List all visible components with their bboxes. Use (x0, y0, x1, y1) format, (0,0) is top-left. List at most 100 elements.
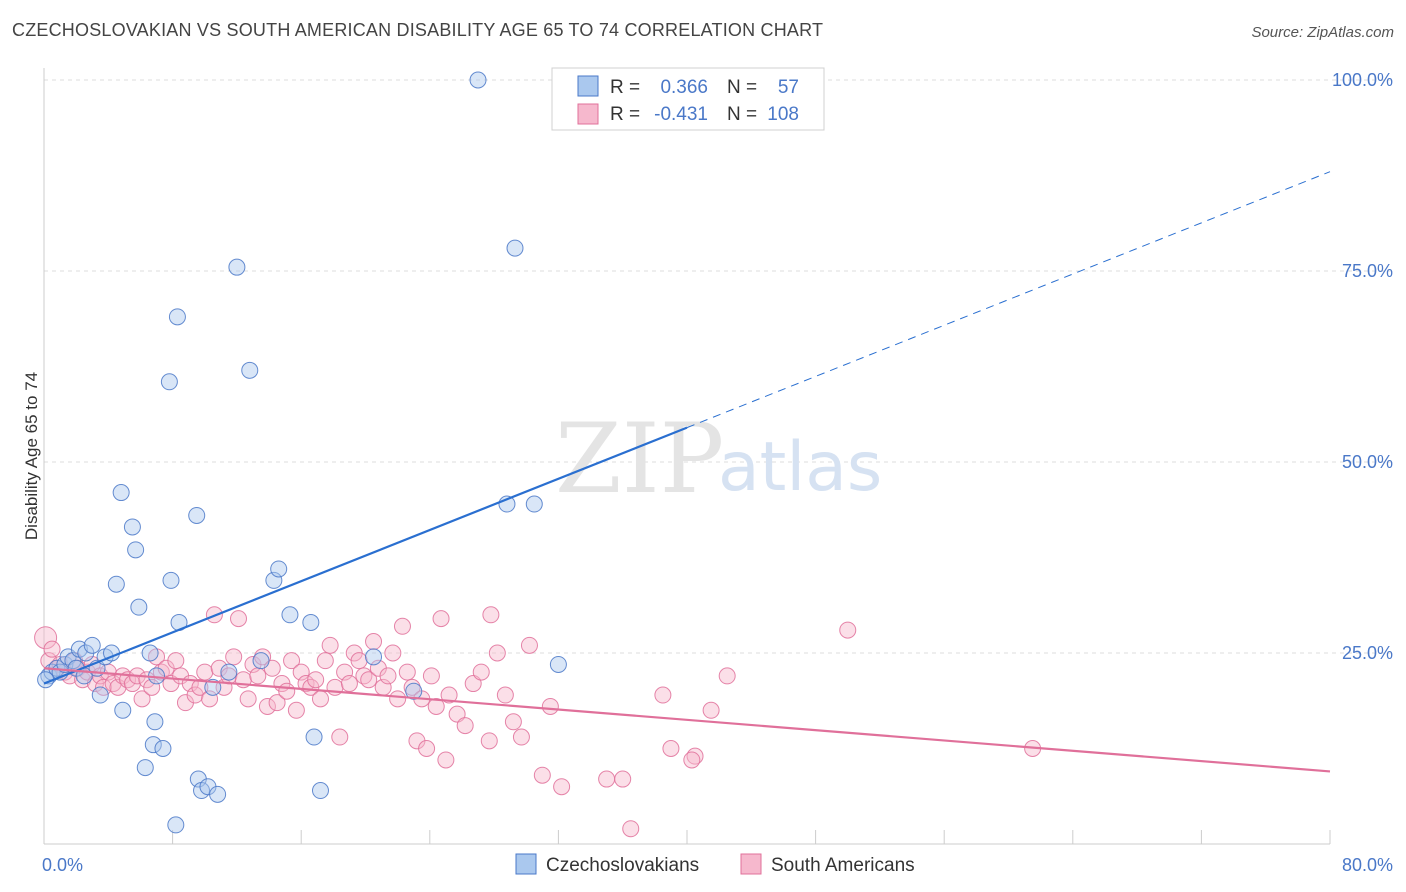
legend-r-label-1: R = (610, 77, 640, 98)
bottom-legend: Czechoslovakians South Americans (515, 853, 915, 876)
czech-point-33 (188, 506, 206, 524)
czech-point-55 (549, 655, 567, 673)
southam-point-70 (365, 633, 383, 651)
trend-lines (43, 171, 1331, 773)
y-tick-label-1: 50.0% (1342, 452, 1393, 472)
grid-lines (44, 79, 1392, 654)
southam-point-74 (384, 644, 402, 662)
southam-point-52 (278, 682, 296, 700)
southam-point-93 (504, 713, 522, 731)
legend-r-value-2: -0.431 (654, 104, 708, 125)
czech-point-19 (123, 518, 141, 536)
southam-point-81 (418, 740, 436, 757)
southam-point-67 (350, 652, 368, 670)
bottom-legend-czechoslovakians: Czechoslovakians (546, 855, 699, 876)
southam-point-99 (598, 770, 616, 788)
czech-point-44 (270, 560, 288, 578)
czech-point-51 (469, 71, 487, 89)
czech-point-23 (141, 644, 159, 662)
chart-title: CZECHOSLOVAKIAN VS SOUTH AMERICAN DISABI… (12, 20, 824, 40)
southam-point-110 (482, 606, 500, 624)
southam-point-91 (488, 644, 506, 662)
southam-point-42 (230, 610, 248, 628)
y-tick-label-2: 75.0% (1342, 261, 1393, 281)
czech-point-20 (127, 541, 145, 559)
southam-point-102 (654, 686, 672, 704)
southam-point-101 (622, 820, 640, 838)
czech-point-27 (154, 740, 172, 757)
southam-point-100 (614, 770, 632, 788)
bottom-legend-swatch-blue (515, 853, 537, 875)
southam-point-95 (520, 636, 538, 654)
watermark: ZIP atlas (555, 403, 882, 515)
southam-point-90 (480, 732, 498, 750)
southam-point-83 (427, 697, 445, 715)
czech-point-28 (160, 373, 178, 391)
trend-line-czechoslovakians (43, 426, 688, 685)
southam-point-46 (249, 667, 267, 685)
southam-point-44 (239, 690, 257, 708)
southam-point-54 (287, 701, 305, 719)
southam-point-76 (393, 617, 411, 635)
czech-point-29 (162, 571, 180, 589)
czech-point-50 (405, 682, 423, 700)
series-czechoslovakians (37, 71, 567, 834)
czech-point-49 (365, 648, 383, 666)
bottom-legend-swatch-pink (740, 853, 762, 875)
southam-point-29 (167, 652, 185, 670)
czech-point-31 (168, 308, 186, 326)
legend-r-label-2: R = (610, 104, 640, 125)
southam-point-98 (553, 778, 571, 796)
southam-point-92 (496, 686, 514, 704)
southam-point-85 (440, 686, 458, 704)
czech-point-41 (241, 361, 259, 379)
x-tick-label-1: 80.0% (1342, 855, 1393, 875)
legend-n-label-1: N = (727, 77, 757, 98)
southam-point-63 (331, 728, 349, 746)
southam-point-53 (283, 652, 301, 670)
southam-point-77 (398, 663, 416, 681)
series-south-americans (34, 606, 1042, 838)
trend-line-czechoslovakians-extension (686, 171, 1331, 429)
legend-n-value-1: 57 (778, 77, 799, 98)
czech-point-38 (209, 785, 227, 803)
southam-point-87 (456, 717, 474, 735)
czech-point-53 (506, 239, 524, 257)
czech-point-42 (252, 652, 270, 670)
czech-point-37 (204, 678, 222, 696)
czech-point-46 (302, 613, 320, 631)
southam-point-105 (702, 701, 720, 719)
watermark-zip: ZIP (555, 403, 724, 515)
southam-point-59 (311, 690, 329, 708)
southam-point-82 (422, 667, 440, 685)
czech-point-40 (228, 258, 246, 276)
southam-point-73 (379, 667, 397, 685)
southam-point-89 (472, 663, 490, 681)
czech-point-11 (83, 636, 101, 654)
y-axis-label: Disability Age 65 to 74 (22, 372, 41, 540)
southam-point-36 (201, 690, 219, 708)
x-tick-label-0: 0.0% (42, 855, 83, 875)
bottom-legend-south-americans: South Americans (771, 855, 915, 876)
y-tick-label-0: 25.0% (1342, 643, 1393, 663)
southam-point-48 (258, 697, 276, 715)
source-label: Source: ZipAtlas.com (1251, 24, 1394, 41)
southam-point-61 (321, 636, 339, 654)
southam-point-84 (432, 610, 450, 628)
southam-point-111 (437, 751, 455, 769)
czech-point-21 (130, 598, 148, 616)
czech-point-39 (220, 663, 238, 681)
southam-point-41 (225, 648, 243, 666)
legend-n-label-2: N = (727, 104, 757, 125)
czech-point-13 (91, 686, 109, 704)
czech-point-17 (112, 484, 130, 502)
legend-box: R = 0.366 N = 57 R = -0.431 N = 108 (551, 67, 825, 131)
czech-point-54 (525, 495, 543, 513)
czech-point-16 (107, 575, 125, 593)
czech-point-48 (311, 782, 329, 800)
southam-point-2 (43, 640, 61, 658)
czech-point-47 (305, 728, 323, 746)
southam-point-0 (34, 626, 58, 650)
czech-point-18 (114, 701, 132, 719)
